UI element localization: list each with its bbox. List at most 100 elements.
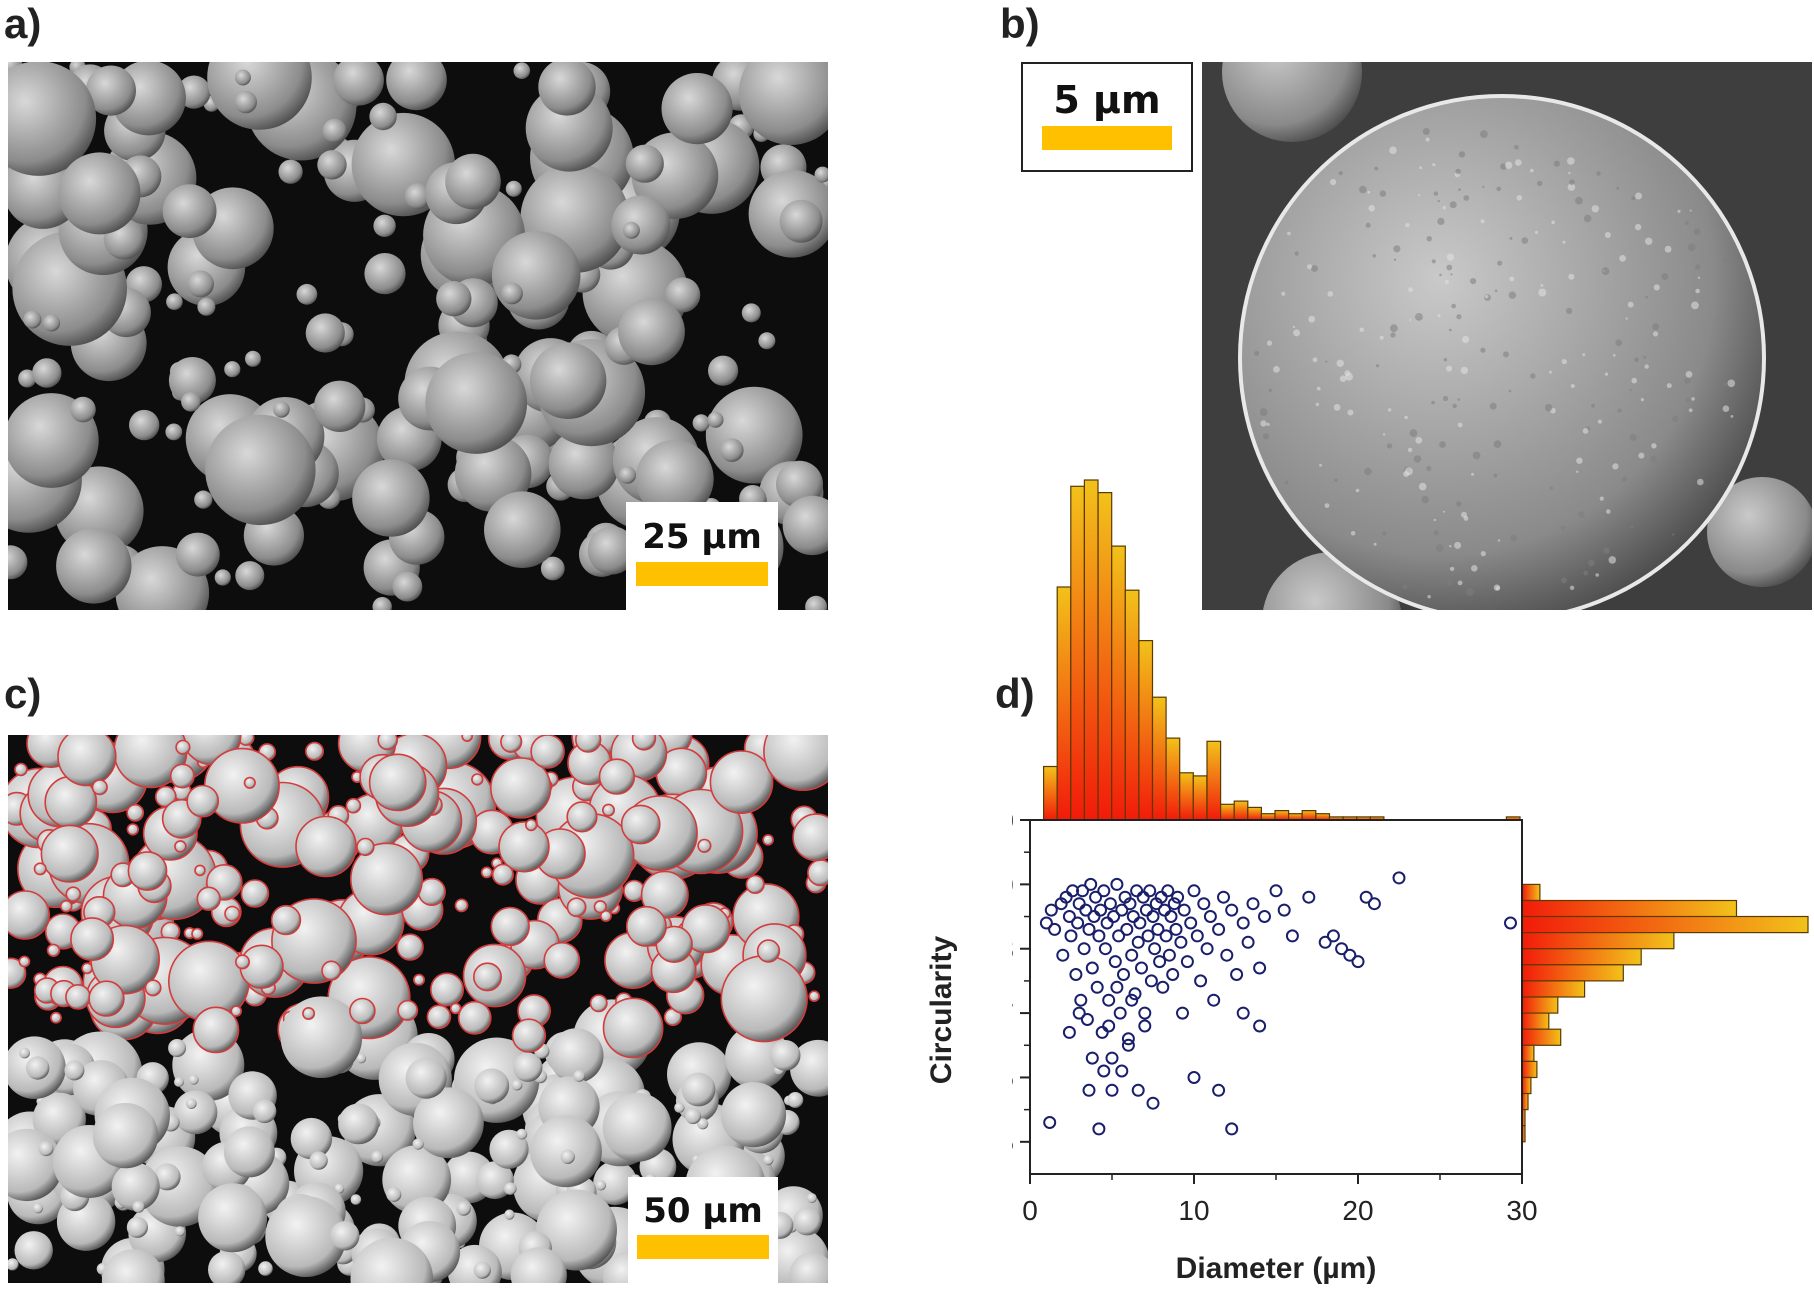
particle [511, 1018, 547, 1053]
scatter-point [1253, 1019, 1267, 1033]
surface-texture [1446, 580, 1453, 586]
particle [26, 1056, 50, 1080]
scatter-point [1062, 1025, 1076, 1039]
surface-texture [1437, 199, 1440, 203]
scatter-point [1125, 993, 1139, 1007]
panel-label-a: a) [4, 0, 42, 47]
scatter-point [1097, 884, 1111, 898]
surface-texture [1382, 531, 1387, 536]
surface-texture [1409, 319, 1412, 321]
surface-texture [1540, 284, 1544, 287]
particle [720, 1082, 787, 1148]
surface-texture [1684, 220, 1689, 225]
diameter-histogram-bar [1220, 803, 1235, 821]
scatter-point [1367, 897, 1381, 911]
surface-texture [1466, 588, 1474, 596]
surface-texture [1508, 291, 1517, 299]
particle [65, 983, 91, 1010]
particle [504, 1209, 515, 1220]
scatter-point [1207, 993, 1221, 1007]
surface-texture [1442, 395, 1449, 402]
particle [194, 864, 206, 877]
y-tick-label: 0.6 [1012, 1062, 1014, 1093]
particle [697, 1118, 709, 1130]
particle [278, 159, 303, 184]
particle [18, 369, 37, 388]
surface-texture [1651, 443, 1657, 449]
surface-texture [1685, 398, 1690, 403]
scatter-point [1084, 877, 1098, 891]
scatter-point [1105, 1051, 1119, 1065]
particle [692, 414, 710, 432]
scatter-point [1133, 916, 1147, 930]
surface-texture [1514, 145, 1519, 150]
surface-texture [1553, 160, 1560, 167]
surface-texture [1266, 340, 1273, 346]
surface-texture [1334, 478, 1338, 482]
particle [602, 997, 664, 1059]
scatter-point [1180, 955, 1194, 969]
circularity-histogram-bar [1521, 932, 1675, 950]
surface-texture [1570, 384, 1575, 388]
scatter-point [1126, 910, 1140, 923]
surface-texture [1462, 335, 1470, 344]
surface-texture [1509, 276, 1515, 282]
particle [738, 62, 828, 145]
scatter-point [1113, 1006, 1127, 1020]
surface-texture [1387, 408, 1392, 412]
scale-bar-a-label: 25 µm [642, 517, 762, 557]
surface-texture [1433, 191, 1439, 196]
surface-texture [1606, 509, 1611, 514]
particle [322, 118, 347, 143]
particle [65, 886, 82, 902]
particle [126, 823, 140, 836]
scatter-point [1131, 935, 1145, 949]
particle [129, 409, 160, 441]
surface-texture [1588, 559, 1595, 567]
surface-texture [1449, 566, 1455, 571]
surface-texture [1382, 433, 1386, 436]
particle [599, 909, 612, 922]
surface-texture [1497, 260, 1503, 266]
scatter-point [1097, 1064, 1111, 1078]
surface-texture [1652, 331, 1659, 337]
particle [8, 1258, 19, 1271]
surface-texture [1616, 186, 1620, 190]
surface-texture [1339, 375, 1347, 383]
scatter-point [1100, 916, 1114, 930]
particle [42, 314, 61, 332]
surface-texture [1439, 273, 1442, 277]
surface-texture [1433, 518, 1436, 522]
scatter-point [1107, 910, 1121, 923]
surface-texture [1596, 171, 1601, 176]
scatter-points [1039, 871, 1517, 1136]
surface-texture [1449, 201, 1457, 209]
surface-texture [1484, 294, 1489, 299]
particle [59, 899, 73, 913]
particle [187, 270, 214, 298]
particle [296, 283, 318, 305]
scatter-point [1184, 916, 1198, 930]
surface-texture [1450, 273, 1453, 276]
surface-texture [1451, 303, 1456, 309]
particle [598, 758, 636, 795]
surface-texture [1549, 486, 1554, 490]
surface-texture [1444, 279, 1450, 285]
diameter-histogram-bar [1179, 772, 1194, 821]
sem-image-a-canvas [8, 62, 828, 610]
surface-texture [1530, 373, 1536, 379]
y-tick-label: 1.0 [1012, 805, 1014, 836]
scatter-point [1190, 929, 1204, 943]
surface-texture [1409, 429, 1418, 437]
scatter-point [1102, 1019, 1116, 1033]
scatter-point [1121, 1038, 1135, 1052]
particle [38, 1141, 54, 1157]
scatter-point [1095, 1025, 1109, 1039]
surface-texture [1460, 366, 1469, 375]
particle [792, 813, 828, 862]
particle [214, 569, 231, 586]
particle [198, 1183, 268, 1253]
surface-texture [1480, 551, 1486, 557]
particle [372, 597, 392, 610]
particle [665, 277, 701, 313]
